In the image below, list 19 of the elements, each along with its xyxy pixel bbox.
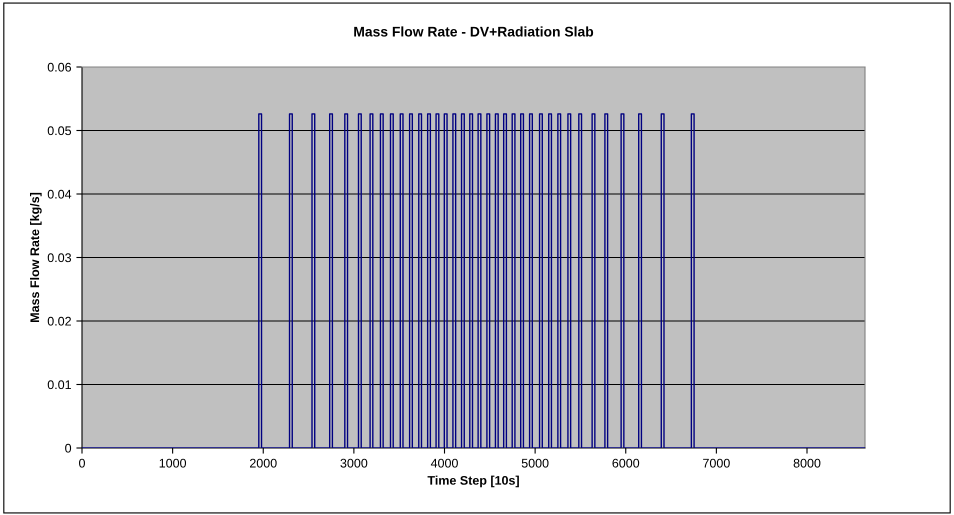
x-tick-label: 6000 xyxy=(612,458,640,468)
y-tick-label: 0 xyxy=(65,444,72,453)
x-tick-label: 5000 xyxy=(522,458,549,468)
y-axis-title: Mass Flow Rate [kg/s] xyxy=(30,192,42,322)
x-axis-title: Time Step [10s] xyxy=(428,476,519,488)
x-tick-label: 7000 xyxy=(703,458,730,468)
chart-title: Mass Flow Rate - DV+Radiation Slab xyxy=(354,26,594,37)
y-tick-label: 0.06 xyxy=(48,62,72,72)
x-tick-label: 3000 xyxy=(340,458,368,468)
y-tick-label: 0.01 xyxy=(48,380,71,390)
y-tick-label: 0.04 xyxy=(48,190,72,199)
x-tick-label: 8000 xyxy=(794,458,820,468)
y-tick-label: 0.02 xyxy=(48,316,71,326)
x-tick-label: 1000 xyxy=(160,458,186,468)
y-tick-label: 0.03 xyxy=(48,253,72,262)
y-tick-label: 0.05 xyxy=(48,126,72,136)
x-tick-label: 4000 xyxy=(430,458,458,468)
x-tick-label: 0 xyxy=(79,458,85,468)
x-tick-label: 2000 xyxy=(250,458,277,468)
